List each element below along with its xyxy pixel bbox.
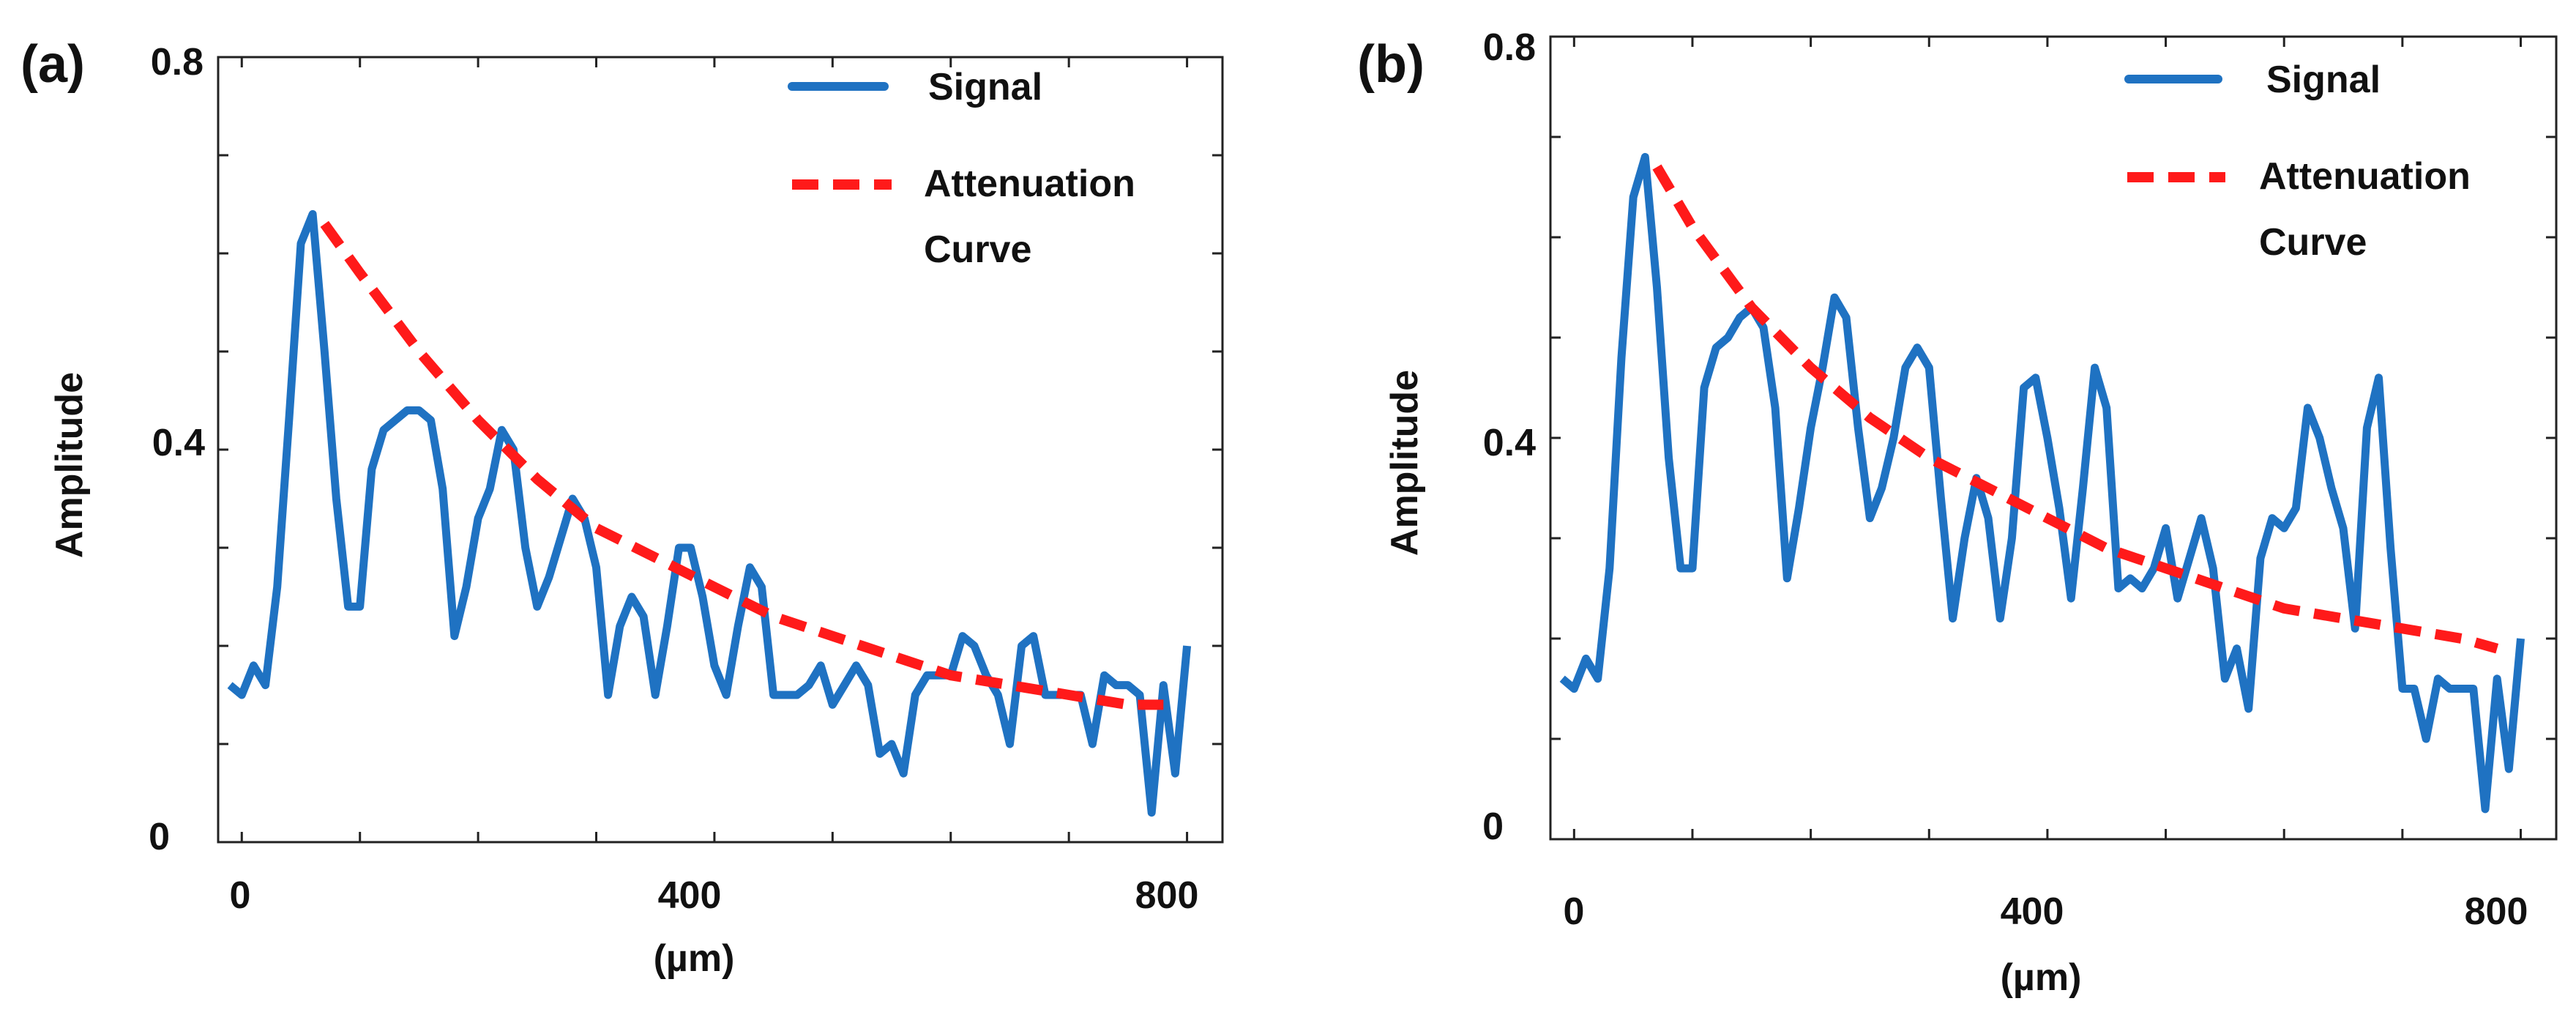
- x-tick-label: 400: [658, 874, 722, 917]
- x-axis-title-a: (µm): [654, 937, 735, 980]
- x-tick-label: 0: [1564, 890, 1585, 933]
- x-axis-b: 0 400 800: [1564, 890, 2528, 933]
- chart-panel-a: (a) 0 0.4 0.8 0 400 800 (µm) Amplitude S…: [20, 35, 1224, 980]
- y-tick-label: 0.8: [151, 41, 204, 83]
- legend-a: Signal Attenuation Curve: [788, 66, 1135, 271]
- legend-label-attenuation: Attenuation Curve: [924, 163, 1135, 271]
- series-line-signal: [1559, 152, 2525, 814]
- legend-b: Signal Attenuation Curve: [2124, 59, 2471, 264]
- y-axis-title-a: Amplitude: [48, 372, 91, 558]
- x-tick-label: 400: [2001, 890, 2064, 933]
- axis-ticks-b: [1550, 35, 2556, 841]
- y-axis-a: 0 0.4 0.8: [149, 41, 205, 858]
- chart-panel-b: (b) 0 0.4 0.8 0 400 800 (µm) Amplitude S…: [1357, 26, 2558, 999]
- legend-label-attenuation-line1: Attenuation: [2259, 155, 2471, 198]
- y-tick-label: 0.4: [1483, 422, 1536, 464]
- panel-label-a: (a): [20, 35, 85, 94]
- legend-label-attenuation: Attenuation Curve: [2259, 155, 2471, 264]
- x-tick-label: 800: [2465, 890, 2528, 933]
- series-line-attenuation-curve: [320, 220, 1164, 710]
- legend-label-signal: Signal: [928, 66, 1042, 108]
- series-line-attenuation-curve: [1652, 164, 2499, 654]
- x-tick-label: 0: [230, 874, 251, 917]
- series-layer-a: [227, 209, 1192, 817]
- legend-label-attenuation-line1: Attenuation: [924, 163, 1135, 205]
- x-axis-a: 0 400 800: [230, 874, 1199, 917]
- y-tick-label: 0: [1482, 806, 1504, 848]
- y-axis-b: 0 0.4 0.8: [1482, 26, 1536, 848]
- legend-label-attenuation-line2: Curve: [2259, 221, 2367, 264]
- y-tick-label: 0: [149, 816, 170, 858]
- x-tick-label: 800: [1135, 874, 1199, 917]
- series-line-signal: [227, 209, 1192, 817]
- legend-label-attenuation-line2: Curve: [924, 228, 1031, 271]
- legend-label-signal: Signal: [2266, 59, 2381, 101]
- panel-label-b: (b): [1357, 35, 1425, 94]
- y-axis-title-b: Amplitude: [1384, 370, 1426, 556]
- series-layer-b: [1559, 152, 2525, 814]
- y-tick-label: 0.8: [1483, 26, 1536, 69]
- axis-ticks-a: [218, 56, 1222, 844]
- y-tick-label: 0.4: [152, 422, 205, 464]
- x-axis-title-b: (µm): [2001, 956, 2082, 999]
